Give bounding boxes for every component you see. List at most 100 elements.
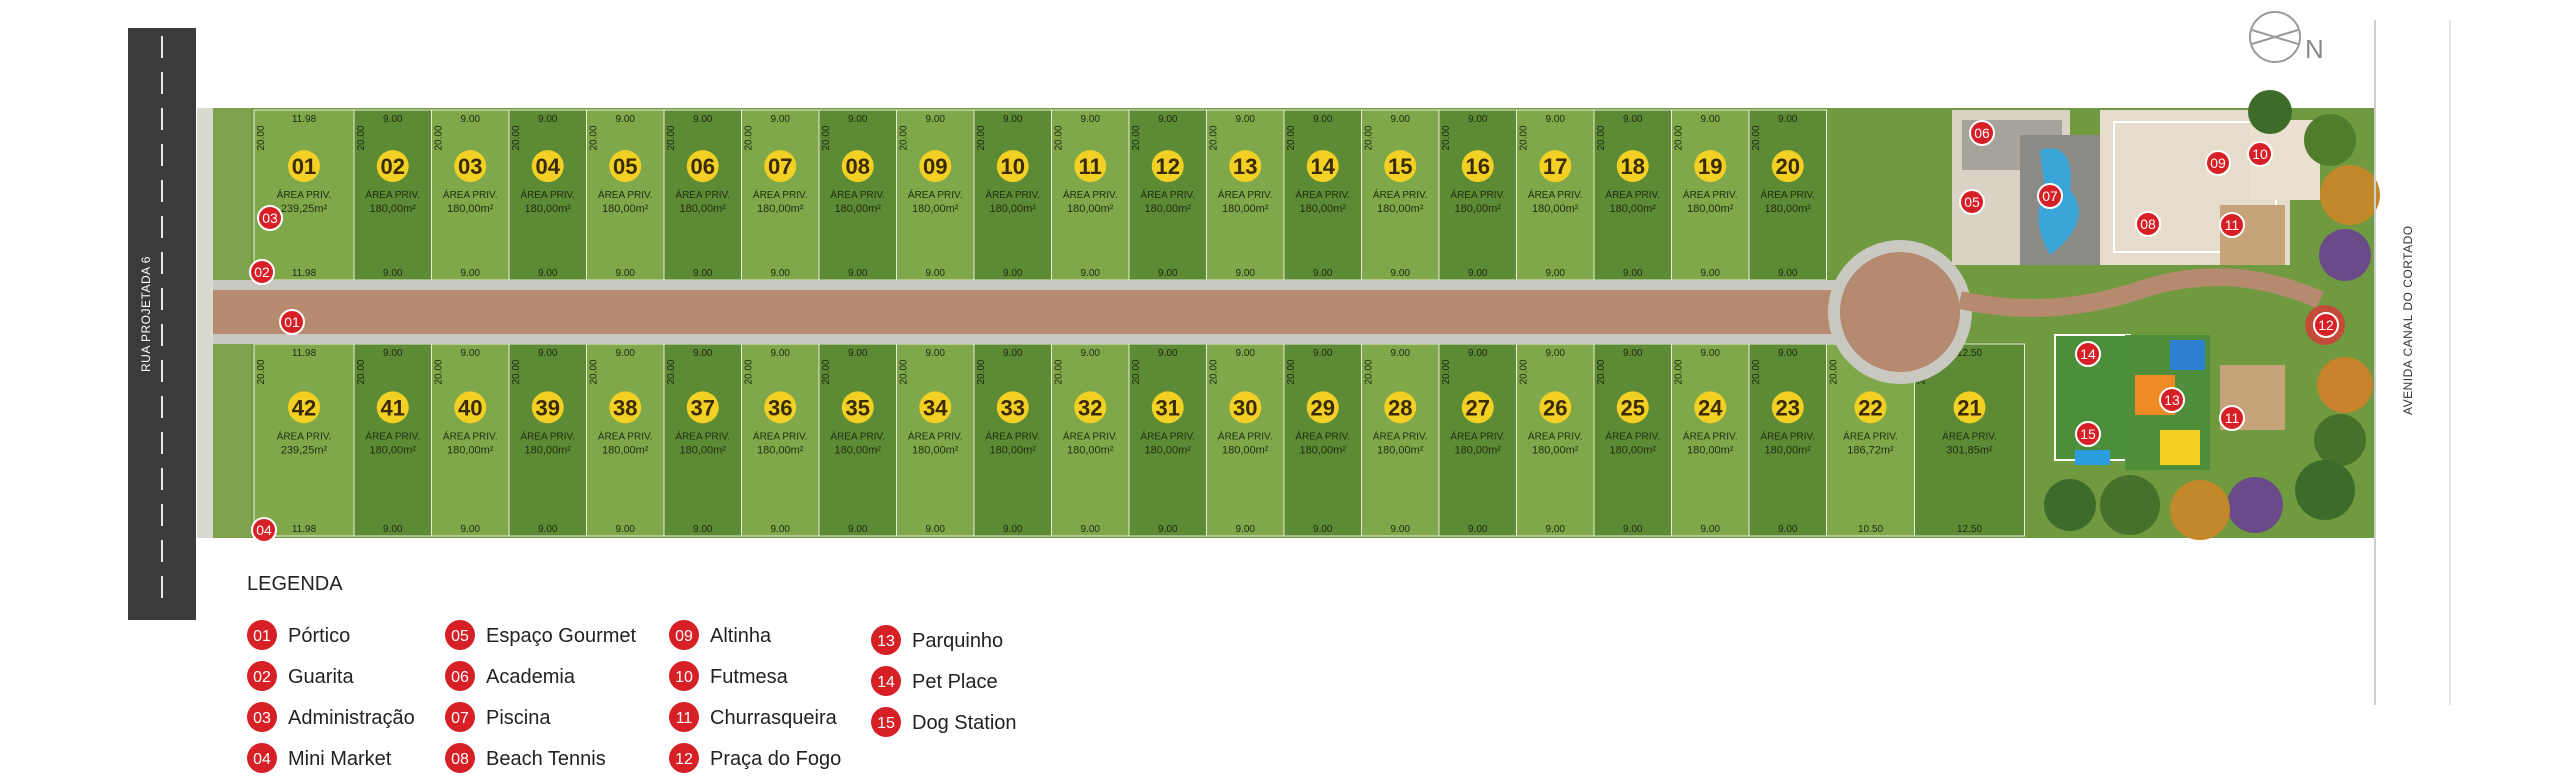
bottom-lot-27[interactable]: 27 ÁREA PRIV. 180,00m² 9.00 9.00 20.00	[1438, 343, 1517, 537]
top-lot-20[interactable]: 20 ÁREA PRIV. 180,00m² 9.00 9.00 20.00	[1748, 109, 1827, 281]
bottom-lot-38[interactable]: 38 ÁREA PRIV. 180,00m² 9.00 9.00 20.00	[586, 343, 665, 537]
lot-depth-dim: 20.00	[1596, 125, 1607, 150]
marker-07[interactable]: 07	[2037, 183, 2063, 209]
lot-depth-dim: 20.00	[1286, 125, 1297, 150]
lot-area-value: 180,00m²	[1377, 203, 1424, 215]
marker-10[interactable]: 10	[2247, 141, 2273, 167]
lot-area-value: 180,00m²	[447, 444, 494, 456]
lot-back-dim: 9.00	[1468, 524, 1488, 535]
lot-depth-dim: 20.00	[256, 359, 267, 384]
top-lots: 01 ÁREA PRIV. 239,25m² 11.98 11.98 20.00 02 ÁRE…	[253, 109, 1827, 281]
top-lot-18[interactable]: 18 ÁREA PRIV. 180,00m² 9.00 9.00 20.00	[1593, 109, 1672, 281]
lot-back-dim: 9.00	[1236, 268, 1256, 279]
tree	[2170, 480, 2230, 540]
bottom-lot-33[interactable]: 33 ÁREA PRIV. 180,00m² 9.00 9.00 20.00	[973, 343, 1052, 537]
lot-depth-dim: 20.00	[899, 359, 910, 384]
top-lot-13[interactable]: 13 ÁREA PRIV. 180,00m² 9.00 9.00 20.00	[1206, 109, 1285, 281]
legend: LEGENDA 01 Pórtico 02 Guarita 03 Administraçã…	[247, 573, 1017, 773]
lot-area-label: ÁREA PRIV.	[908, 429, 963, 442]
legend-label: Dog Station	[912, 712, 1017, 734]
lot-depth-dim: 20.00	[1054, 359, 1065, 384]
tree	[2100, 475, 2160, 535]
marker-11[interactable]: 11	[2219, 405, 2245, 431]
bottom-lot-34[interactable]: 34 ÁREA PRIV. 180,00m² 9.00 9.00 20.00	[896, 343, 975, 537]
marker-pin-icon	[2135, 211, 2161, 237]
marker-number: 09	[2210, 155, 2226, 171]
marker-06[interactable]: 06	[1969, 120, 1995, 146]
lot-number: 40	[458, 395, 482, 420]
marker-number: 06	[1974, 125, 1990, 141]
bottom-lot-40[interactable]: 40 ÁREA PRIV. 180,00m² 9.00 9.00 20.00	[431, 343, 510, 537]
lot-badge	[1694, 391, 1727, 424]
top-lot-10[interactable]: 10 ÁREA PRIV. 180,00m² 9.00 9.00 20.00	[973, 109, 1052, 281]
top-lot-19[interactable]: 19 ÁREA PRIV. 180,00m² 9.00 9.00 20.00	[1671, 109, 1750, 281]
lot-area-label: ÁREA PRIV.	[1450, 429, 1505, 442]
lot-back-dim: 9.00	[1313, 268, 1333, 279]
bottom-lot-29[interactable]: 29 ÁREA PRIV. 180,00m² 9.00 9.00 20.00	[1283, 343, 1362, 537]
marker-13[interactable]: 13	[2159, 387, 2185, 413]
lot-badge	[1306, 391, 1339, 424]
lot-badge	[531, 150, 564, 183]
bottom-lot-41[interactable]: 41 ÁREA PRIV. 180,00m² 9.00 9.00 20.00	[353, 343, 432, 537]
top-lot-04[interactable]: 04 ÁREA PRIV. 180,00m² 9.00 9.00 20.00	[508, 109, 587, 281]
marker-05[interactable]: 05	[1959, 189, 1985, 215]
marker-09[interactable]: 09	[2205, 150, 2231, 176]
top-lot-12[interactable]: 12 ÁREA PRIV. 180,00m² 9.00 9.00 20.00	[1128, 109, 1207, 281]
top-lot-14[interactable]: 14 ÁREA PRIV. 180,00m² 9.00 9.00 20.00	[1283, 109, 1362, 281]
top-lot-06[interactable]: 06 ÁREA PRIV. 180,00m² 9.00 9.00 20.00	[663, 109, 742, 281]
top-lot-16[interactable]: 16 ÁREA PRIV. 180,00m² 9.00 9.00 20.00	[1438, 109, 1517, 281]
marker-12[interactable]: 12	[2313, 312, 2339, 338]
top-lot-01[interactable]: 01 ÁREA PRIV. 239,25m² 11.98 11.98 20.00	[253, 109, 355, 281]
lot-area-value: 180,00m²	[1687, 203, 1734, 215]
bottom-lot-37[interactable]: 37 ÁREA PRIV. 180,00m² 9.00 9.00 20.00	[663, 343, 742, 537]
lot-area-value: 180,00m²	[757, 444, 804, 456]
bottom-lot-42[interactable]: 42 ÁREA PRIV. 239,25m² 11.98 11.98 20.00	[253, 343, 355, 537]
legend-label: Espaço Gourmet	[486, 625, 637, 647]
top-lot-09[interactable]: 09 ÁREA PRIV. 180,00m² 9.00 9.00 20.00	[896, 109, 975, 281]
bottom-lot-24[interactable]: 24 ÁREA PRIV. 180,00m² 9.00 9.00 20.00	[1671, 343, 1750, 537]
bottom-lot-39[interactable]: 39 ÁREA PRIV. 180,00m² 9.00 9.00 20.00	[508, 343, 587, 537]
lot-parcel	[818, 109, 897, 281]
lot-back-dim: 9.00	[461, 524, 481, 535]
top-lot-05[interactable]: 05 ÁREA PRIV. 180,00m² 9.00 9.00 20.00	[586, 109, 665, 281]
lot-area-label: ÁREA PRIV.	[1063, 429, 1118, 442]
marker-04[interactable]: 04	[251, 517, 277, 543]
marker-03[interactable]: 03	[257, 205, 283, 231]
legend-number: 09	[675, 628, 693, 645]
legend-label: Administração	[288, 707, 415, 729]
marker-pin-icon	[279, 309, 305, 335]
lot-number: 12	[1156, 154, 1180, 179]
marker-11[interactable]: 11	[2219, 212, 2245, 238]
lot-number: 20	[1776, 154, 1800, 179]
legend-item-02: 02 Guarita	[247, 661, 354, 691]
top-lot-15[interactable]: 15 ÁREA PRIV. 180,00m² 9.00 9.00 20.00	[1361, 109, 1440, 281]
bottom-lot-23[interactable]: 23 ÁREA PRIV. 180,00m² 9.00 9.00 20.00	[1748, 343, 1827, 537]
top-lot-02[interactable]: 02 ÁREA PRIV. 180,00m² 9.00 9.00 20.00	[353, 109, 432, 281]
lot-area-label: ÁREA PRIV.	[365, 188, 420, 201]
tree	[2314, 414, 2366, 466]
lot-area-value: 180,00m²	[1455, 444, 1502, 456]
bottom-lot-25[interactable]: 25 ÁREA PRIV. 180,00m² 9.00 9.00 20.00	[1593, 343, 1672, 537]
bottom-lot-35[interactable]: 35 ÁREA PRIV. 180,00m² 9.00 9.00 20.00	[818, 343, 897, 537]
lot-depth-dim: 20.00	[589, 125, 600, 150]
lot-area-label: ÁREA PRIV.	[598, 429, 653, 442]
marker-pin-icon	[251, 517, 277, 543]
top-lot-07[interactable]: 07 ÁREA PRIV. 180,00m² 9.00 9.00 20.00	[741, 109, 820, 281]
bottom-lot-28[interactable]: 28 ÁREA PRIV. 180,00m² 9.00 9.00 20.00	[1361, 343, 1440, 537]
marker-15[interactable]: 15	[2075, 421, 2101, 447]
marker-14[interactable]: 14	[2075, 341, 2101, 367]
marker-02[interactable]: 02	[249, 259, 275, 285]
bottom-lot-36[interactable]: 36 ÁREA PRIV. 180,00m² 9.00 9.00 20.00	[741, 343, 820, 537]
top-lot-08[interactable]: 08 ÁREA PRIV. 180,00m² 9.00 9.00 20.00	[818, 109, 897, 281]
top-lot-17[interactable]: 17 ÁREA PRIV. 180,00m² 9.00 9.00 20.00	[1516, 109, 1595, 281]
marker-08[interactable]: 08	[2135, 211, 2161, 237]
top-lot-03[interactable]: 03 ÁREA PRIV. 180,00m² 9.00 9.00 20.00	[431, 109, 510, 281]
top-lot-11[interactable]: 11 ÁREA PRIV. 180,00m² 9.00 9.00 20.00	[1051, 109, 1130, 281]
bottom-lot-30[interactable]: 30 ÁREA PRIV. 180,00m² 9.00 9.00 20.00	[1206, 343, 1285, 537]
bottom-lot-26[interactable]: 26 ÁREA PRIV. 180,00m² 9.00 9.00 20.00	[1516, 343, 1595, 537]
lot-front-dim: 9.00	[1701, 114, 1721, 125]
bottom-lot-32[interactable]: 32 ÁREA PRIV. 180,00m² 9.00 9.00 20.00	[1051, 343, 1130, 537]
bottom-lot-31[interactable]: 31 ÁREA PRIV. 180,00m² 9.00 9.00 20.00	[1128, 343, 1207, 537]
marker-01[interactable]: 01	[279, 309, 305, 335]
